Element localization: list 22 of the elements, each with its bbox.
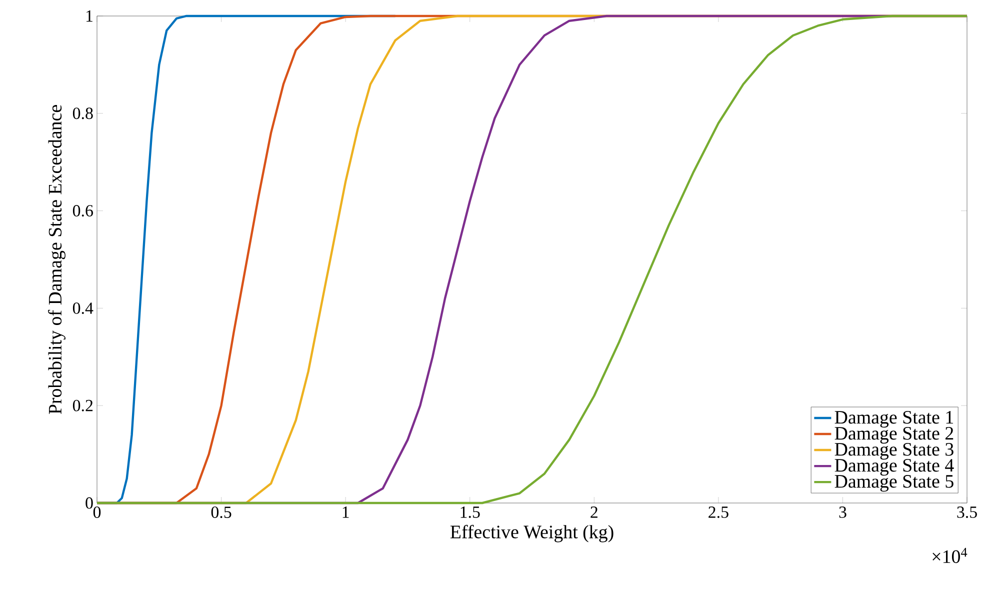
y-tick-label: 0.6 bbox=[72, 205, 93, 217]
y-tick-label: 0.4 bbox=[72, 302, 94, 314]
y-tick-label: 0.8 bbox=[72, 108, 93, 120]
y-tick-label: 0 bbox=[86, 497, 93, 509]
x-axis-title: Effective Weight (kg) bbox=[450, 524, 614, 542]
y-axis-title: Probability of Damage State Exceedance bbox=[48, 105, 66, 414]
x-tick-label: 2.5 bbox=[708, 506, 728, 518]
y-tick-label: 0.2 bbox=[72, 400, 93, 412]
legend-label: Damage State 3 bbox=[834, 443, 954, 460]
x-tick-label: 2 bbox=[590, 506, 598, 518]
legend-label: Damage State 2 bbox=[834, 427, 954, 444]
y-tick-label: 1 bbox=[86, 10, 92, 22]
text: ×10$^{4}$ bbox=[932, 548, 968, 564]
x-tick-label: 3 bbox=[839, 506, 846, 518]
x-tick-label: 0.5 bbox=[211, 506, 232, 518]
x-tick-label: 1 bbox=[342, 506, 349, 518]
x-tick-label: 0 bbox=[93, 506, 101, 518]
legend-label: Damage State 5 bbox=[834, 475, 954, 492]
legend-label: Damage State 4 bbox=[834, 459, 954, 476]
legend-label: Damage State 1 bbox=[834, 410, 953, 428]
x-tick-label: 3.5 bbox=[957, 506, 977, 518]
x-tick-label: 1.5 bbox=[460, 506, 480, 518]
